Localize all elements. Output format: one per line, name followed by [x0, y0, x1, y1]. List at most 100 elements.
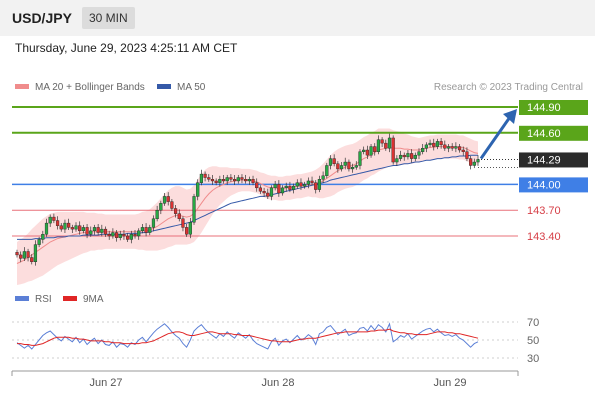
candle-body	[100, 228, 104, 233]
candle-body	[373, 146, 377, 152]
chart-header: USD/JPY 30 MIN	[0, 0, 595, 36]
candle-body	[292, 185, 296, 190]
level-tag-144.60	[519, 125, 588, 141]
candle-body	[159, 203, 163, 211]
candle-body	[295, 182, 299, 187]
candle-body	[218, 179, 222, 183]
legend-9ma-label: 9MA	[83, 294, 104, 305]
level-label-143.40: 143.40	[527, 231, 561, 243]
candle-body	[428, 142, 432, 146]
candle-body	[203, 173, 207, 178]
candle-body	[457, 146, 462, 151]
candle-body	[196, 182, 200, 197]
legend-swatch-ma50	[157, 84, 171, 89]
candle-body	[465, 151, 469, 159]
chart-datetime: Thursday, June 29, 2023 4:25:11 AM CET	[15, 41, 238, 55]
candle-body	[70, 227, 74, 230]
candle-body	[192, 196, 196, 223]
candle-body	[336, 163, 340, 170]
candle-body	[314, 182, 318, 190]
candle-body	[391, 137, 395, 163]
candle-body	[173, 208, 178, 214]
rsi-tick-30: 30	[527, 353, 539, 365]
level-tag-144.90	[519, 100, 588, 115]
legend-swatch-ma20	[15, 84, 29, 89]
candle-body	[306, 180, 310, 185]
candle-body	[273, 184, 277, 189]
candle-body	[41, 234, 45, 240]
candle-body	[240, 177, 244, 180]
candle-body	[369, 146, 373, 156]
candle-body	[118, 234, 122, 238]
candle-body	[472, 161, 476, 166]
candle-body	[107, 234, 111, 237]
candle-body	[454, 146, 458, 149]
candle-body	[92, 227, 97, 232]
candle-body	[214, 180, 218, 183]
legend-swatch-rsi	[15, 296, 29, 301]
rsi-tick-50: 50	[527, 335, 539, 347]
candle-body	[310, 180, 314, 183]
candle-body	[96, 227, 100, 233]
candle-body	[78, 225, 82, 232]
candle-body	[181, 218, 185, 228]
candle-body	[236, 177, 240, 182]
ma20-line	[16, 146, 479, 264]
candle-body	[122, 234, 126, 237]
candle-body	[354, 165, 358, 168]
candle-body	[33, 244, 38, 263]
level-label-143.70: 143.70	[527, 205, 561, 217]
candle-body	[362, 149, 366, 152]
candle-body	[406, 153, 410, 158]
legend-ma50-label: MA 50	[177, 82, 206, 93]
candle-body	[85, 227, 89, 235]
candle-body	[358, 151, 362, 166]
candle-body	[137, 230, 141, 237]
candle-body	[476, 159, 480, 163]
candle-body	[277, 184, 281, 194]
candle-body	[129, 234, 133, 240]
projection-arrow-shaft	[479, 116, 512, 160]
candle-body	[44, 222, 49, 235]
candle-body	[67, 222, 71, 228]
candle-body	[435, 141, 440, 147]
candle-body	[402, 154, 406, 158]
candle-body	[332, 158, 336, 164]
candle-body	[155, 209, 159, 219]
candle-body	[380, 139, 384, 144]
projection-arrow-head	[503, 109, 517, 124]
candle-body	[232, 179, 237, 182]
candle-body	[376, 139, 381, 152]
candle-body	[446, 146, 451, 149]
candle-body	[148, 227, 152, 233]
level-label-144.29: 144.29	[527, 154, 561, 166]
candle-body	[424, 144, 428, 149]
candle-body	[162, 196, 167, 204]
candle-body	[255, 182, 259, 189]
candle-body	[339, 165, 344, 170]
x-tick-label: Jun 28	[261, 377, 294, 389]
candle-body	[258, 187, 263, 192]
candle-body	[55, 220, 60, 226]
candle-body	[37, 239, 41, 245]
level-label-144.00: 144.00	[527, 179, 561, 191]
timeframe-button[interactable]: 30 MIN	[82, 7, 135, 29]
candle-body	[177, 213, 181, 219]
symbol-label: USD/JPY	[12, 10, 72, 26]
candle-body	[247, 179, 251, 182]
x-tick-label: Jun 27	[89, 377, 122, 389]
candle-body	[450, 146, 454, 149]
candle-body	[244, 179, 248, 182]
candle-body	[343, 161, 347, 166]
candle-body	[417, 151, 421, 156]
candle-body	[48, 216, 52, 224]
candle-body	[26, 251, 30, 258]
candle-body	[410, 153, 414, 159]
candle-body	[225, 177, 229, 182]
candle-body	[395, 158, 399, 163]
level-tag-144.29	[519, 152, 588, 168]
candle-body	[321, 175, 325, 180]
candle-body	[262, 191, 266, 194]
candle-body	[432, 142, 436, 147]
candle-body	[114, 232, 119, 238]
